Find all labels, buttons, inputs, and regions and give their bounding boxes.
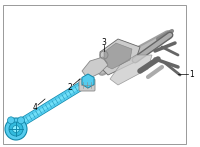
Text: 1: 1 <box>190 70 194 78</box>
Circle shape <box>18 117 24 124</box>
Text: 2: 2 <box>68 82 72 91</box>
Circle shape <box>9 122 23 136</box>
FancyBboxPatch shape <box>3 5 186 144</box>
Polygon shape <box>82 74 94 88</box>
Polygon shape <box>100 39 140 75</box>
Text: 4: 4 <box>33 103 37 112</box>
Polygon shape <box>82 57 108 79</box>
Circle shape <box>8 117 15 124</box>
FancyBboxPatch shape <box>79 79 95 91</box>
Circle shape <box>12 126 20 132</box>
Text: 3: 3 <box>102 37 106 46</box>
Polygon shape <box>104 43 132 69</box>
Circle shape <box>5 118 27 140</box>
Polygon shape <box>110 55 152 85</box>
